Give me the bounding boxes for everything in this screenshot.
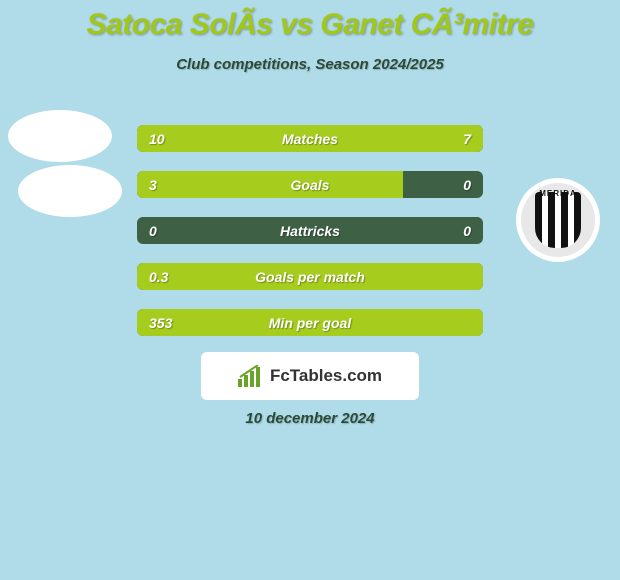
page-title: Satoca SolÃ­s vs Ganet CÃ³mitre — [0, 0, 620, 42]
page-subtitle: Club competitions, Season 2024/2025 — [0, 56, 620, 73]
stat-label: Goals — [137, 177, 483, 193]
stat-label: Min per goal — [137, 315, 483, 331]
stat-value-right: 0 — [463, 223, 471, 239]
brand-box: FcTables.com — [201, 352, 419, 400]
stat-label: Hattricks — [137, 223, 483, 239]
player-avatar-left-1 — [8, 110, 112, 162]
club-badge-label: MERIDA — [539, 189, 577, 198]
stat-row-matches: 10 Matches 7 — [137, 125, 483, 152]
date-text: 10 december 2024 — [0, 410, 620, 427]
stat-row-min-per-goal: 353 Min per goal — [137, 309, 483, 336]
stat-row-hattricks: 0 Hattricks 0 — [137, 217, 483, 244]
player-avatar-left-2 — [18, 165, 122, 217]
stat-label: Goals per match — [137, 269, 483, 285]
stat-value-right: 0 — [463, 177, 471, 193]
stat-rows: 10 Matches 7 3 Goals 0 0 Hattricks 0 0.3… — [137, 125, 483, 355]
brand-text: FcTables.com — [270, 366, 382, 386]
club-badge-inner: MERIDA — [521, 183, 595, 257]
infographic-container: Satoca SolÃ­s vs Ganet CÃ³mitre Club com… — [0, 0, 620, 580]
club-badge-right: MERIDA — [516, 178, 600, 262]
stat-row-goals: 3 Goals 0 — [137, 171, 483, 198]
brand-chart-icon — [238, 365, 264, 387]
stat-value-right: 7 — [463, 131, 471, 147]
stat-row-goals-per-match: 0.3 Goals per match — [137, 263, 483, 290]
stat-label: Matches — [137, 131, 483, 147]
club-badge-stripes — [535, 192, 581, 248]
